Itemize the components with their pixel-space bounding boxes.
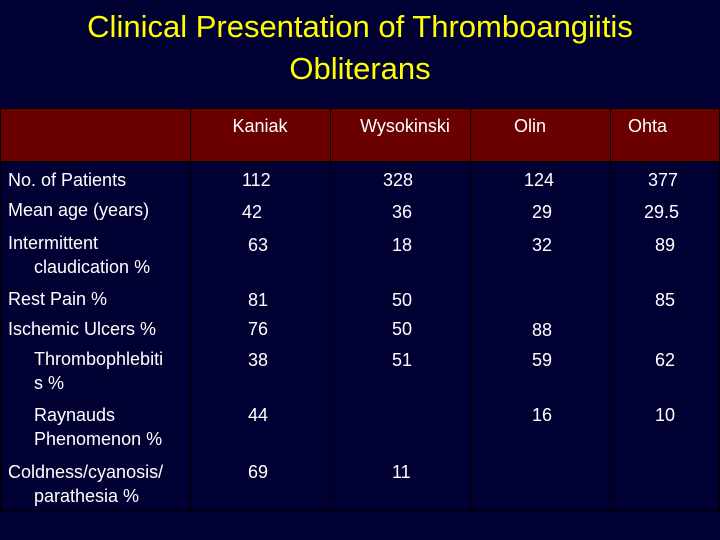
- table-cell: 62: [655, 350, 676, 370]
- table-cell: 124: [524, 170, 555, 190]
- row-label: No. of Patients: [8, 170, 127, 190]
- table-cell: 38: [248, 350, 269, 370]
- table-cell: 88: [532, 320, 553, 340]
- row-label-line2: s %: [34, 373, 65, 393]
- table-cell: 85: [655, 290, 676, 310]
- row-label-line2: Phenomenon %: [34, 429, 163, 449]
- table-cell: 10: [655, 405, 676, 425]
- row-label-line1: Thrombophlebiti: [34, 349, 164, 369]
- row-label: Mean age (years): [8, 200, 150, 220]
- column-header-olin: Olin: [513, 116, 546, 136]
- grid-line: [330, 108, 331, 512]
- table-cell: 328: [383, 170, 414, 190]
- grid-line: [190, 108, 191, 512]
- row-label-line1: Raynauds: [34, 405, 116, 425]
- slide-title-line1: Clinical Presentation of Thromboangiitis: [87, 9, 633, 44]
- row-label: Ischemic Ulcers %: [8, 319, 157, 339]
- grid-line: [0, 161, 720, 162]
- slide-footer-band: [0, 512, 720, 540]
- slide-title-line2: Obliterans: [289, 51, 431, 86]
- table-cell: 76: [248, 319, 269, 339]
- table-cell: 59: [532, 350, 553, 370]
- table-header-band: [0, 108, 720, 161]
- table-cell: 81: [248, 290, 269, 310]
- table-cell: 36: [392, 202, 413, 222]
- table-cell: 32: [532, 235, 553, 255]
- grid-line: [470, 108, 471, 512]
- table-cell: 11: [392, 462, 411, 482]
- table-cell: 50: [392, 290, 413, 310]
- table-cell: 51: [392, 350, 413, 370]
- table-cell: 112: [242, 170, 271, 190]
- table-cell: 29.5: [644, 202, 680, 222]
- table-cell: 89: [655, 235, 676, 255]
- table-cell: 29: [532, 202, 553, 222]
- row-label-line2: claudication %: [34, 257, 151, 277]
- table-cell: 377: [648, 170, 679, 190]
- row-label-line2: parathesia %: [34, 486, 140, 506]
- table-cell: 44: [248, 405, 269, 425]
- table-cell: 18: [392, 235, 413, 255]
- table-cell: 63: [248, 235, 269, 255]
- row-label-line1: Intermittent: [8, 233, 99, 253]
- row-label: Rest Pain %: [8, 289, 108, 309]
- table-cell: 69: [248, 462, 269, 482]
- column-header-wysokinski: Wysokinski: [360, 116, 450, 136]
- column-header-kaniak: Kaniak: [232, 116, 288, 136]
- row-label-line1: Coldness/cyanosis/: [8, 462, 164, 482]
- table-cell: 42: [242, 202, 263, 222]
- column-header-ohta: Ohta: [627, 116, 668, 136]
- table-cell: 50: [392, 319, 413, 339]
- slide-title: Clinical Presentation of Thromboangiitis…: [0, 6, 720, 90]
- grid-line: [610, 108, 611, 512]
- table-cell: 16: [532, 405, 553, 425]
